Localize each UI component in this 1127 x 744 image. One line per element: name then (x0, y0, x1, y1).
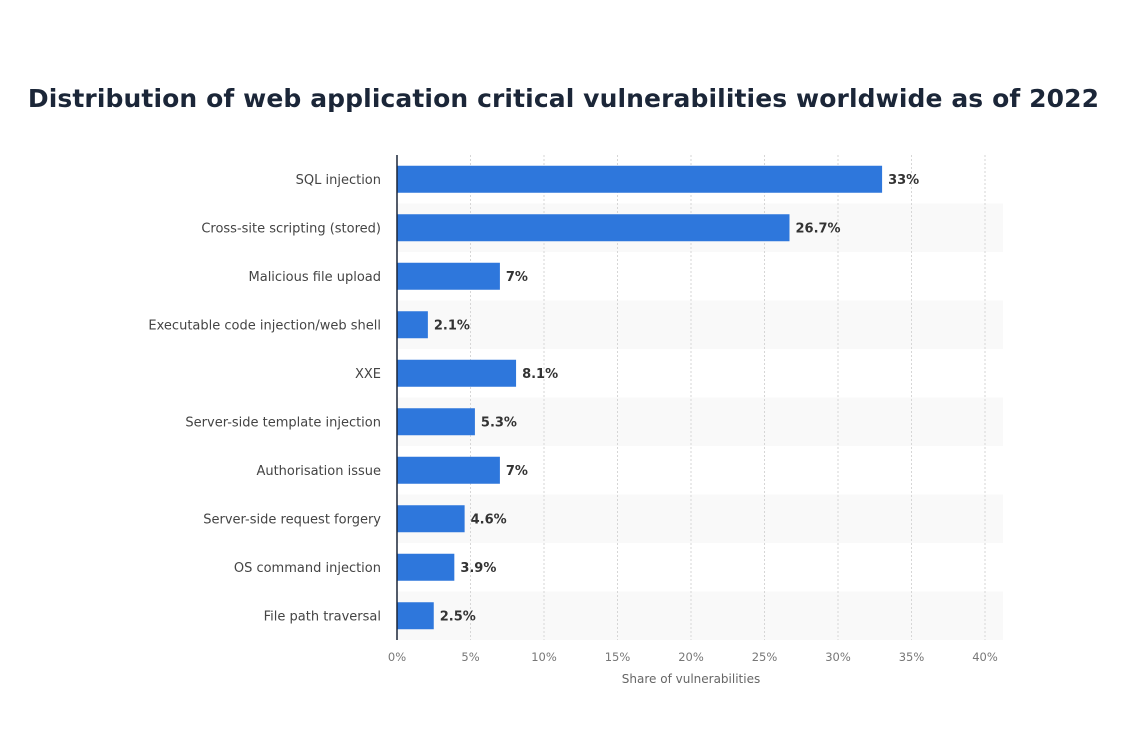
bar (397, 165, 883, 193)
category-label: XXE (355, 367, 381, 382)
bar (397, 359, 517, 387)
bar (397, 505, 465, 533)
data-label: 2.1% (434, 318, 470, 333)
x-tick-label: 30% (825, 650, 851, 664)
data-label: 4.6% (471, 512, 507, 527)
category-label: Executable code injection/web shell (148, 318, 381, 333)
category-label: Server-side template injection (185, 415, 381, 430)
x-tick-label: 15% (605, 650, 631, 664)
category-label: Cross-site scripting (stored) (201, 221, 381, 236)
bar (397, 408, 475, 436)
bar (397, 602, 434, 630)
x-tick-label: 0% (388, 650, 406, 664)
data-label: 3.9% (460, 561, 496, 576)
category-label: Authorisation issue (256, 464, 381, 479)
data-label: 5.3% (481, 415, 517, 430)
bar (397, 311, 428, 339)
x-tick-label: 25% (752, 650, 778, 664)
category-label: File path traversal (264, 609, 381, 624)
row-stripe (397, 300, 1003, 349)
x-tick-label: 35% (899, 650, 925, 664)
bar (397, 456, 500, 484)
chart-title: Distribution of web application critical… (27, 84, 1100, 113)
x-axis-title: Share of vulnerabilities (622, 672, 760, 686)
x-tick-label: 5% (461, 650, 479, 664)
category-label: SQL injection (296, 173, 381, 188)
row-stripe (397, 591, 1003, 640)
bar (397, 262, 500, 290)
data-label: 33% (888, 173, 919, 188)
category-label: Malicious file upload (249, 270, 381, 285)
data-label: 26.7% (795, 221, 840, 236)
x-tick-label: 10% (531, 650, 557, 664)
row-stripe (397, 494, 1003, 543)
x-tick-label: 20% (678, 650, 704, 664)
category-label: Server-side request forgery (203, 512, 381, 527)
bar (397, 553, 455, 581)
data-label: 7% (506, 464, 528, 479)
data-label: 7% (506, 270, 528, 285)
bar (397, 214, 790, 242)
row-stripe (397, 397, 1003, 446)
category-label: OS command injection (234, 561, 381, 576)
data-label: 8.1% (522, 367, 558, 382)
x-tick-label: 40% (972, 650, 998, 664)
data-label: 2.5% (440, 609, 476, 624)
